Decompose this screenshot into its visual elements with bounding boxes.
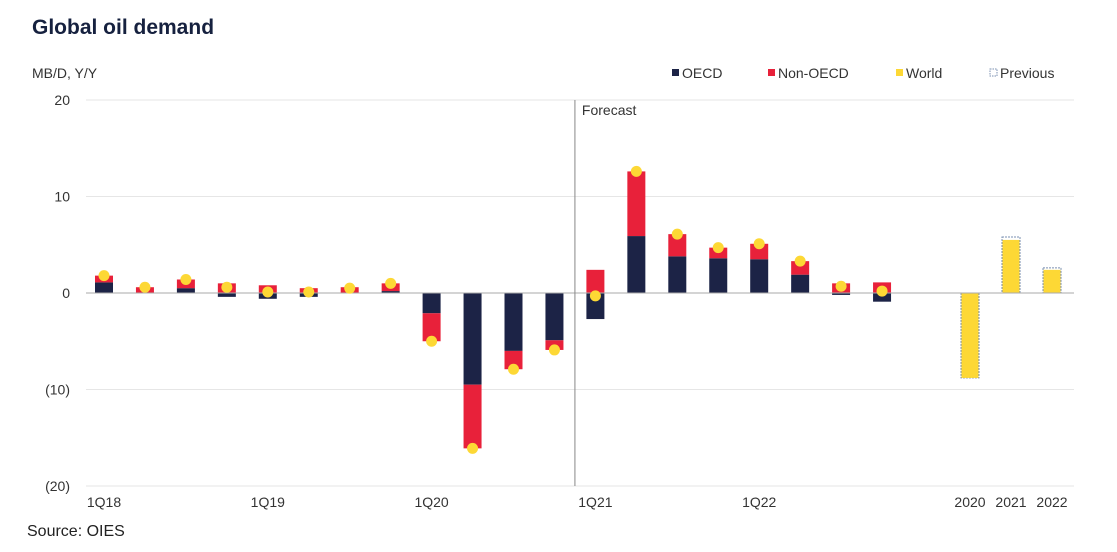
world-dot <box>671 228 683 240</box>
bar-non-oecd <box>422 313 441 342</box>
bar-non-oecd <box>627 171 646 237</box>
legend-swatch <box>672 69 679 76</box>
world-dot <box>835 280 847 292</box>
x-tick-label: 1Q21 <box>578 494 612 510</box>
legend-label: World <box>906 65 942 81</box>
world-dot <box>221 281 233 293</box>
bar-non-oecd <box>750 243 769 260</box>
legend-item: OECD <box>672 65 722 81</box>
bar-oecd <box>709 258 728 293</box>
legend: OECD Non-OECD World Previous <box>672 65 1054 81</box>
world-dot <box>548 344 560 356</box>
world-dot <box>712 242 724 254</box>
bar-oecd <box>217 293 236 297</box>
bar-world-annual <box>1002 239 1020 293</box>
bar-non-oecd <box>668 234 687 257</box>
bar-oecd <box>750 259 769 293</box>
world-dot <box>303 286 315 298</box>
world-dot <box>262 286 274 298</box>
x-tick-labels: 1Q18 1Q19 1Q20 1Q21 1Q22 2020 2021 2022 <box>87 494 1068 510</box>
chart-title: Global oil demand <box>32 16 215 39</box>
world-dot <box>98 270 110 282</box>
legend-label: Previous <box>1000 65 1054 81</box>
bar-oecd <box>95 282 113 293</box>
bar-non-oecd <box>586 269 605 293</box>
axis-layer <box>86 100 1074 486</box>
legend-item: World <box>896 65 942 81</box>
bar-non-oecd <box>791 261 810 275</box>
world-dot <box>344 282 356 294</box>
world-dot <box>876 285 888 297</box>
world-dot <box>630 165 642 177</box>
bars-layer <box>95 171 1062 449</box>
bar-oecd <box>832 293 851 295</box>
bar-oecd <box>176 288 195 293</box>
bar-oecd <box>422 293 441 314</box>
bar-non-oecd <box>463 384 482 449</box>
x-tick-label: 2022 <box>1036 494 1067 510</box>
x-tick-label: 1Q20 <box>414 494 448 510</box>
legend-swatch <box>768 69 775 76</box>
bar-oecd <box>545 293 564 341</box>
bar-oecd <box>791 274 810 293</box>
bar-world-annual <box>1043 269 1061 293</box>
world-dot <box>589 290 601 302</box>
bar-oecd <box>586 293 605 320</box>
legend-swatch <box>989 68 998 77</box>
legend-label: OECD <box>682 65 722 81</box>
legend-item: Non-OECD <box>768 65 849 81</box>
x-tick-label: 1Q18 <box>87 494 121 510</box>
bar-oecd <box>463 293 482 385</box>
legend-label: Non-OECD <box>778 65 849 81</box>
source-note: Source: OIES <box>27 523 125 540</box>
forecast-label: Forecast <box>582 102 637 118</box>
grid-layer <box>86 99 1074 487</box>
bar-oecd <box>873 293 892 302</box>
y-axis-label: MB/D, Y/Y <box>32 65 98 81</box>
world-dot <box>426 335 438 347</box>
x-tick-label: 2020 <box>954 494 985 510</box>
x-tick-label: 1Q19 <box>251 494 285 510</box>
y-tick-label: 20 <box>54 92 70 108</box>
y-tick-label: 10 <box>54 189 70 205</box>
y-tick-label: (10) <box>45 382 70 398</box>
world-dot <box>180 273 192 285</box>
bar-world-annual <box>961 293 979 378</box>
bar-non-oecd <box>504 350 523 370</box>
world-dot <box>794 255 806 267</box>
world-dot <box>467 442 479 454</box>
x-tick-label: 2021 <box>995 494 1026 510</box>
y-tick-labels: 20 10 0 (10) (20) <box>45 92 70 494</box>
bar-oecd <box>381 291 400 293</box>
y-tick-label: 0 <box>62 285 70 301</box>
bar-oecd <box>668 256 687 293</box>
x-tick-label: 1Q22 <box>742 494 776 510</box>
legend-swatch <box>896 69 903 76</box>
bar-oecd <box>504 293 523 351</box>
legend-item: Previous <box>989 65 1054 81</box>
y-tick-label: (20) <box>45 478 70 494</box>
bar-oecd <box>627 236 646 293</box>
world-dots-layer <box>98 165 888 454</box>
world-dot <box>753 238 765 250</box>
world-dot <box>385 277 397 289</box>
world-dot <box>508 363 519 375</box>
world-dot <box>139 281 151 293</box>
